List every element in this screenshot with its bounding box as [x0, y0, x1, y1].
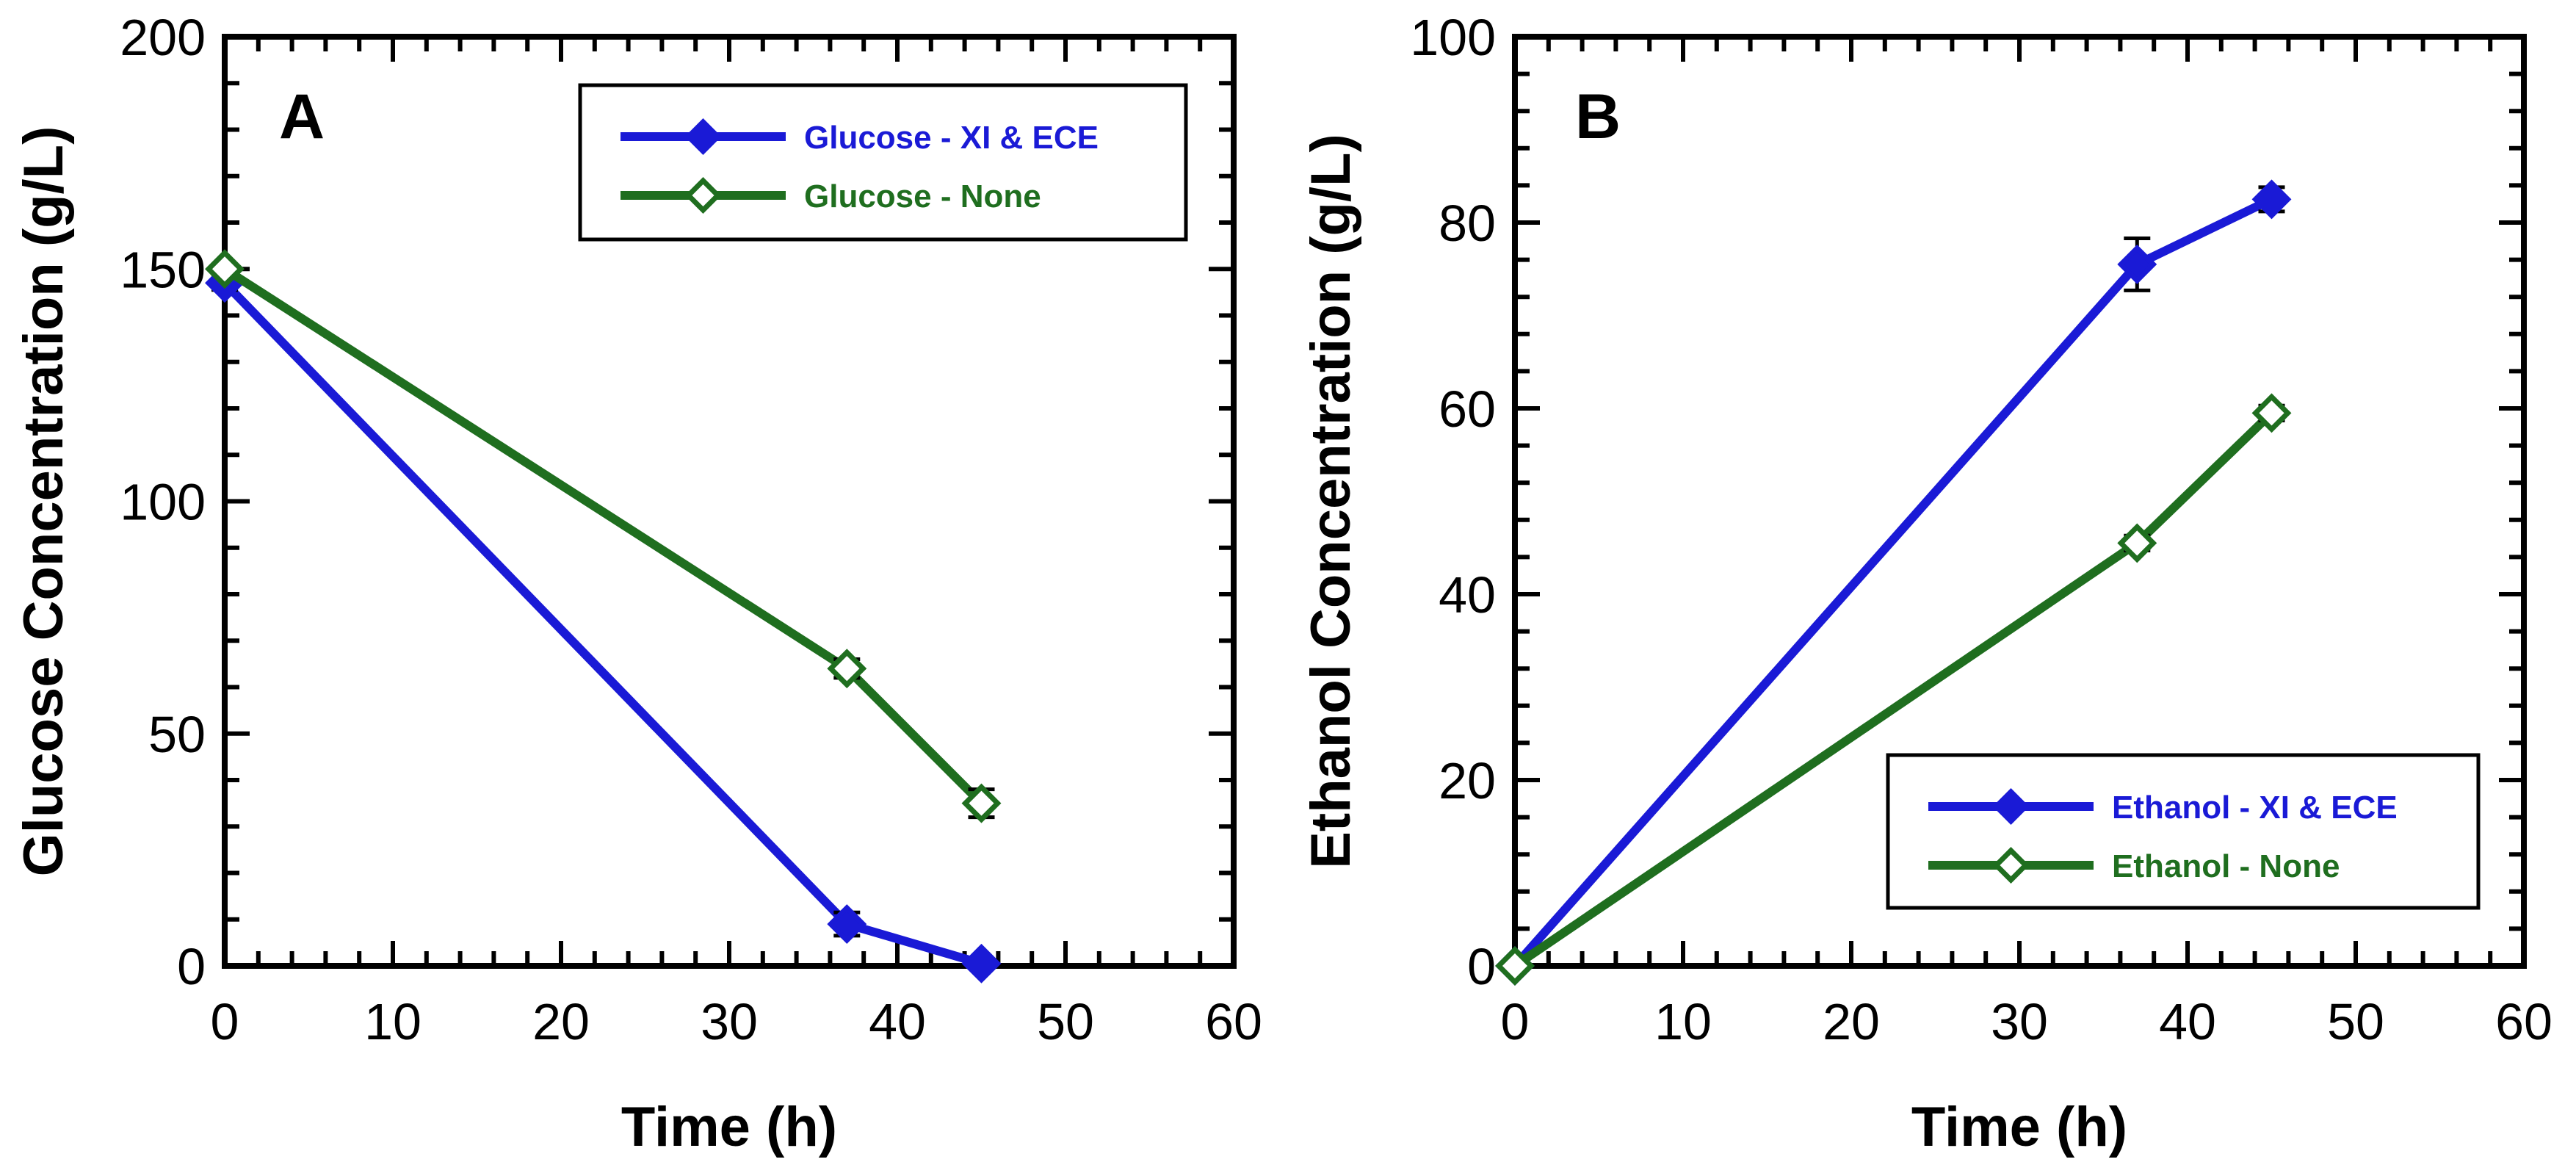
legend-label: Ethanol - XI & ECE	[2112, 790, 2398, 826]
legend-marker	[1992, 788, 2030, 825]
x-tick-label: 30	[701, 993, 758, 1050]
x-tick-label: 50	[1037, 993, 1094, 1050]
y-tick-label: 150	[120, 241, 206, 298]
data-point-marker	[2251, 179, 2292, 220]
x-tick-label: 20	[532, 993, 590, 1050]
y-axis-title: Ethanol Concentration (g/L)	[1300, 134, 1362, 869]
y-tick-label: 80	[1439, 195, 1496, 252]
x-tick-label: 60	[1205, 993, 1262, 1050]
y-tick-label: 50	[148, 706, 206, 763]
legend-box	[1886, 753, 2481, 910]
y-tick-label: 60	[1439, 380, 1496, 438]
x-tick-label: 10	[1654, 993, 1712, 1050]
data-point-marker	[2251, 393, 2292, 433]
data-point-marker	[2117, 244, 2157, 284]
legend-marker	[684, 118, 722, 155]
y-tick-label: 40	[1439, 566, 1496, 624]
legend-label: Glucose - XI & ECE	[804, 120, 1099, 156]
panel-a: 0 10 20 30 40 50 60 0 50 100 150 200 Time (h) Glucose…	[12, 9, 1262, 1158]
data-point-marker	[205, 249, 245, 289]
x-tick-label: 0	[211, 993, 239, 1050]
legend-label: Glucose - None	[804, 178, 1041, 214]
legend-marker	[1992, 847, 2030, 884]
data-point-marker	[2117, 523, 2157, 563]
x-axis-title: Time (h)	[621, 1096, 837, 1158]
x-tick-label: 0	[1501, 993, 1530, 1050]
legend-box	[578, 83, 1188, 242]
series-line	[221, 280, 983, 968]
y-tick-label: 20	[1439, 752, 1496, 809]
y-tick-label: 100	[1410, 9, 1496, 66]
legend: Glucose - XI & ECE Glucose - None	[578, 83, 1188, 242]
x-tick-label: 50	[2327, 993, 2384, 1050]
y-axis-title: Glucose Concentration (g/L)	[12, 126, 75, 877]
panel-b: 0 10 20 30 40 50 60 0 20 40 60 80 100 Time (h) Ethanol…	[1300, 9, 2553, 1158]
panel-letter: A	[279, 82, 325, 152]
legend-label: Ethanol - None	[2112, 848, 2340, 884]
legend: Ethanol - XI & ECE Ethanol - None	[1886, 753, 2481, 910]
x-tick-label: 40	[2159, 993, 2216, 1050]
data-point-marker	[961, 783, 1002, 823]
data-point-marker	[1495, 946, 1535, 986]
x-tick-label: 60	[2495, 993, 2553, 1050]
data-point-marker	[827, 649, 867, 689]
x-axis-title: Time (h)	[1911, 1096, 2127, 1158]
data-point-marker	[961, 943, 1002, 983]
x-tick-label: 20	[1823, 993, 1880, 1050]
panel-letter: B	[1575, 82, 1621, 152]
y-tick-label: 0	[177, 938, 206, 995]
series-line	[222, 265, 985, 806]
legend-marker	[684, 177, 722, 214]
data-point-marker	[827, 904, 867, 945]
y-tick-label: 100	[120, 474, 206, 531]
x-tick-label: 10	[364, 993, 422, 1050]
y-tick-label: 200	[120, 9, 206, 66]
x-tick-label: 40	[869, 993, 926, 1050]
y-tick-label: 0	[1467, 938, 1496, 995]
x-tick-label: 30	[1991, 993, 2048, 1050]
